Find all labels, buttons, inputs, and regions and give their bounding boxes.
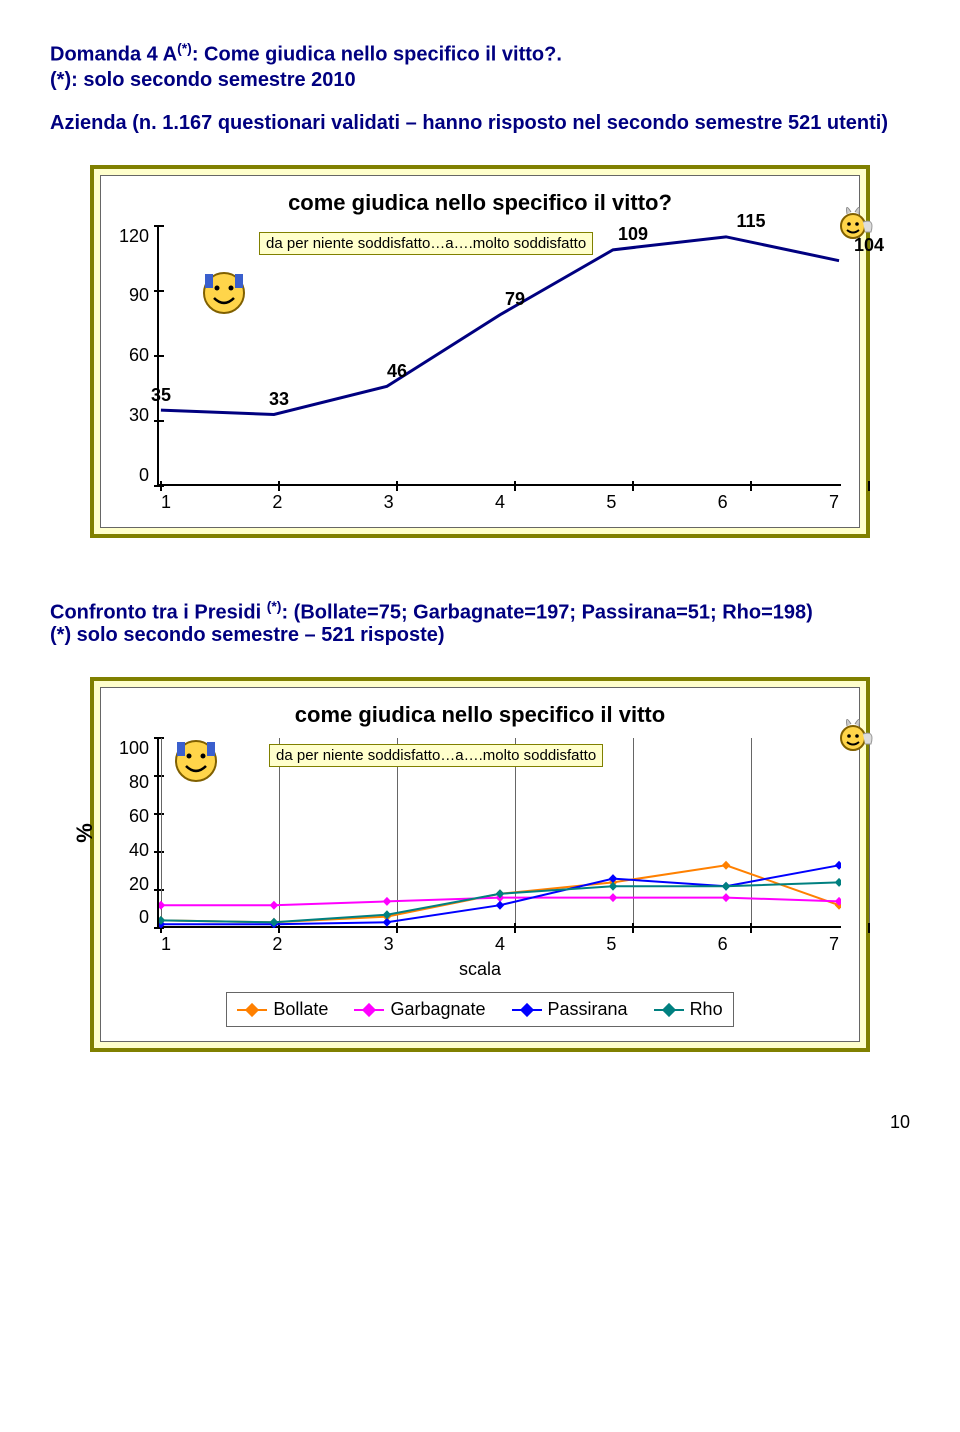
chart2-xtick: 7: [829, 934, 839, 955]
chart2-xtick: 5: [606, 934, 616, 955]
confronto-b: : (Bollate=75; Garbagnate=197; Passirana…: [281, 601, 812, 623]
chart1-xaxis-labels: 1 2 3 4 5 6 7: [119, 492, 841, 513]
chart1-xtick: 7: [829, 492, 839, 513]
chart1-xtick: 4: [495, 492, 505, 513]
chart2-xlabel: scala: [119, 959, 841, 980]
chart2-yaxis-labels: 100 80 60 40 20 0: [119, 738, 157, 928]
chart1-ytick: 0: [139, 465, 149, 486]
page-number: 10: [50, 1112, 910, 1133]
smile-icon: [199, 268, 249, 318]
legend-item: Garbagnate: [354, 999, 485, 1020]
chart2-ylabel: %: [72, 824, 98, 844]
chart2-ytick: 80: [129, 772, 149, 793]
confronto-line2: (*) solo secondo semestre – 521 risposte…: [50, 624, 445, 646]
chart1-frame: come giudica nello specifico il vitto? 1…: [90, 165, 870, 538]
chart1-datalabel: 33: [269, 389, 289, 410]
chart1-xtick: 5: [606, 492, 616, 513]
chart1-datalabel: 35: [151, 385, 171, 406]
confronto-a: Confronto tra i Presidi: [50, 601, 267, 623]
chart2-xtick: 6: [718, 934, 728, 955]
legend-label: Rho: [690, 999, 723, 1020]
chart2-xtick: 1: [161, 934, 171, 955]
chart2-inner: come giudica nello specifico il vitto % …: [100, 687, 860, 1042]
chart1-xtick: 1: [161, 492, 171, 513]
legend-label: Garbagnate: [390, 999, 485, 1020]
chart1-datalabel: 79: [505, 289, 525, 310]
chart1-yaxis-labels: 120 90 60 30 0: [119, 226, 157, 486]
legend-label: Bollate: [273, 999, 328, 1020]
chart1-subtitle: da per niente soddisfatto…a….molto soddi…: [259, 232, 593, 255]
chart1-xtick: 2: [272, 492, 282, 513]
chart1-xtick: 6: [718, 492, 728, 513]
trophy-icon: [833, 710, 879, 756]
chart2-xtick: 3: [384, 934, 394, 955]
chart2-ytick: 20: [129, 874, 149, 895]
chart1-title: come giudica nello specifico il vitto?: [119, 190, 841, 216]
chart1-plot: 35334679109115104: [157, 226, 841, 486]
legend-label: Passirana: [548, 999, 628, 1020]
header-line1: Domanda 4 A(*): Come giudica nello speci…: [50, 40, 910, 67]
chart1-ytick: 60: [129, 345, 149, 366]
confronto-text: Confronto tra i Presidi (*): (Bollate=75…: [50, 598, 910, 648]
chart2-ytick: 100: [119, 738, 149, 759]
chart1-ytick: 30: [129, 405, 149, 426]
chart1-xtick: 3: [384, 492, 394, 513]
azienda-line: Azienda (n. 1.167 questionari validati –…: [50, 112, 910, 135]
header-line1-b: : Come giudica nello specifico il vitto?…: [192, 44, 562, 66]
header-line1-sup: (*): [177, 40, 192, 56]
chart2-xtick: 2: [272, 934, 282, 955]
chart2-subtitle: da per niente soddisfatto…a….molto soddi…: [269, 744, 603, 767]
chart1-inner: come giudica nello specifico il vitto? 1…: [100, 175, 860, 528]
chart2-xaxis-labels: 1 2 3 4 5 6 7: [119, 934, 841, 955]
chart2-ytick: 40: [129, 840, 149, 861]
trophy-icon: [833, 198, 879, 244]
chart2-ytick: 0: [139, 907, 149, 928]
legend-item: Rho: [654, 999, 723, 1020]
header-line2: (*): solo secondo semestre 2010: [50, 69, 910, 92]
legend-item: Passirana: [512, 999, 628, 1020]
chart1-datalabel: 115: [737, 211, 766, 232]
chart2-title: come giudica nello specifico il vitto: [119, 702, 841, 728]
legend-item: Bollate: [237, 999, 328, 1020]
confronto-sup: (*): [267, 598, 282, 614]
chart2-legend: Bollate Garbagnate Passirana Rho: [226, 992, 733, 1027]
chart2-xtick: 4: [495, 934, 505, 955]
header-line1-a: Domanda 4 A: [50, 44, 177, 66]
chart1-datalabel: 109: [618, 224, 648, 245]
chart1-ytick: 120: [119, 226, 149, 247]
smile-icon: [171, 736, 221, 786]
chart2-ytick: 60: [129, 806, 149, 827]
chart1-datalabel: 46: [387, 361, 407, 382]
chart2-frame: come giudica nello specifico il vitto % …: [90, 677, 870, 1052]
chart1-ytick: 90: [129, 285, 149, 306]
